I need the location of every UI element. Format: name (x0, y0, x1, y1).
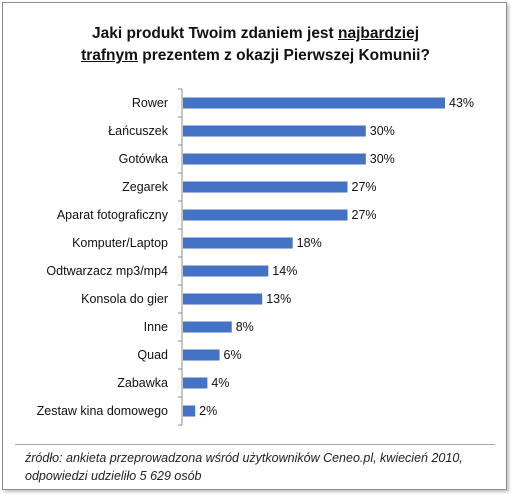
chart-frame: Jaki produkt Twoim zdaniem jest najbardz… (2, 2, 507, 490)
value-label: 13% (266, 292, 291, 306)
bar (183, 265, 269, 277)
bar (183, 209, 348, 221)
category-label: Komputer/Laptop (72, 236, 168, 250)
bar (183, 125, 366, 137)
bar-chart: Rower 43% Łańcuszek 30% Gotówka 30% Zegarek 27%… (37, 88, 474, 426)
bar (183, 237, 293, 249)
category-label: Łańcuszek (108, 124, 169, 138)
value-label: 27% (352, 180, 377, 194)
category-label: Konsola do gier (81, 292, 168, 306)
bar (183, 181, 348, 193)
title-underlined-word-1: najbardziej (338, 25, 419, 42)
category-label: Zabawka (117, 376, 168, 390)
bar (183, 349, 220, 361)
bar (183, 321, 232, 333)
value-label: 14% (272, 264, 297, 278)
bar (183, 97, 445, 109)
category-label: Rower (132, 96, 168, 110)
category-label: Zegarek (122, 180, 169, 194)
title-underlined-word-2: trafnym (81, 47, 138, 64)
value-label: 18% (297, 236, 322, 250)
value-label: 43% (449, 96, 474, 110)
category-label: Odtwarzacz mp3/mp4 (46, 264, 168, 278)
title-line-1: Jaki produkt Twoim zdaniem jest najbardz… (3, 23, 508, 45)
value-label: 8% (236, 320, 254, 334)
source-note: źródło: ankieta przeprowadzona wśród uży… (15, 444, 495, 488)
value-label: 4% (211, 376, 229, 390)
title-line-2-suffix: prezentem z okazji Pierwszej Komunii? (137, 47, 430, 64)
value-label: 6% (224, 348, 242, 362)
category-label: Gotówka (119, 152, 168, 166)
title-line-2: trafnym prezentem z okazji Pierwszej Kom… (3, 45, 508, 67)
bar (183, 293, 263, 305)
category-label: Inne (144, 320, 168, 334)
bar (183, 405, 196, 417)
category-label: Zestaw kina domowego (37, 404, 168, 418)
category-label: Aparat fotograficzny (57, 208, 169, 222)
value-label: 30% (370, 124, 395, 138)
value-label: 2% (199, 404, 217, 418)
chart-title: Jaki produkt Twoim zdaniem jest najbardz… (3, 23, 508, 67)
category-label: Quad (137, 348, 168, 362)
bar (183, 377, 208, 389)
title-line-1-prefix: Jaki produkt Twoim zdaniem jest (91, 25, 339, 42)
value-label: 30% (370, 152, 395, 166)
value-label: 27% (352, 208, 377, 222)
bar (183, 153, 366, 165)
